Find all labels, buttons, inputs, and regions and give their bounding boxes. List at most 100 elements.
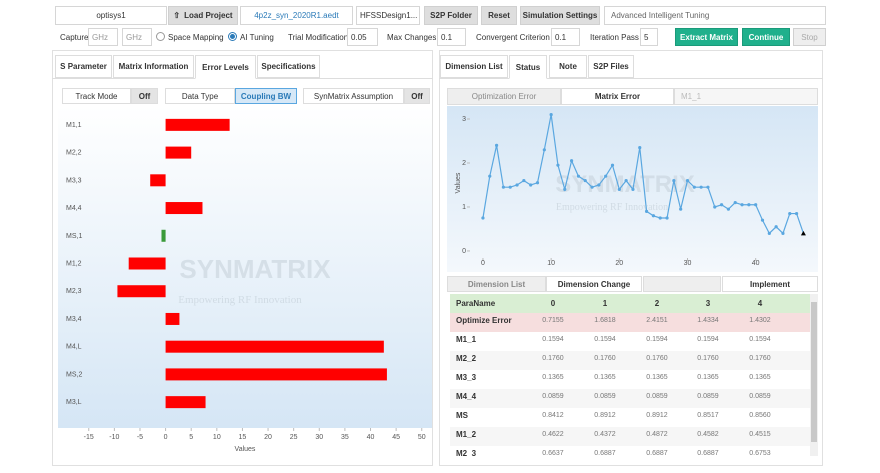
tab[interactable]: Specifications xyxy=(257,55,320,78)
mode-select[interactable]: Advanced Intelligent Tuning xyxy=(604,6,826,25)
bar xyxy=(117,285,166,298)
cell: 0.1594 xyxy=(542,336,564,343)
project-input[interactable]: optisys1 xyxy=(55,6,167,25)
series-select[interactable]: M1_1 xyxy=(674,88,818,105)
subtab-active[interactable]: Dimension Change xyxy=(546,276,642,292)
subtab[interactable]: Track Mode xyxy=(62,88,131,104)
continue-button[interactable]: Continue xyxy=(742,28,790,46)
implement-button[interactable]: Implement xyxy=(722,276,818,292)
cell: 0.6887 xyxy=(646,450,668,456)
cell: 0.0859 xyxy=(594,393,616,400)
input[interactable]: 0.1 xyxy=(437,28,466,46)
stop-button[interactable]: Stop xyxy=(793,28,826,46)
cell: 0.1365 xyxy=(594,374,616,381)
subtab-active[interactable]: Matrix Error xyxy=(561,88,674,105)
bar xyxy=(165,118,230,131)
cell: 0.1760 xyxy=(749,355,771,362)
category-label: M3,3 xyxy=(66,177,82,184)
row-label: M4_4 xyxy=(456,392,477,401)
x-tick-label: 30 xyxy=(315,434,323,441)
header-cell: ParaName xyxy=(456,299,496,308)
simulation-settings-button[interactable]: Simulation Settings xyxy=(520,6,600,25)
x-tick-label: 25 xyxy=(290,434,298,441)
design-select[interactable]: HFSSDesign1... xyxy=(356,6,420,25)
cell: 0.7155 xyxy=(542,317,564,324)
point xyxy=(638,145,642,150)
point xyxy=(610,163,615,167)
cell: 0.1594 xyxy=(749,336,771,343)
toggle[interactable]: Off xyxy=(131,88,158,104)
subtab[interactable]: SynMatrix Assumption xyxy=(303,88,404,104)
y-tick-label: 3 xyxy=(462,116,466,123)
tab-active[interactable]: Error Levels xyxy=(195,55,256,79)
scroll-thumb[interactable] xyxy=(811,302,817,442)
x-tick-label: 0 xyxy=(481,260,485,267)
subtab[interactable]: Dimension List xyxy=(447,276,546,292)
cell: 0.1365 xyxy=(646,374,668,381)
toggle[interactable]: Off xyxy=(404,88,430,104)
table: ParaName 0 1 2 3 4 Optimize Error 0.7155 1.6818 2… xyxy=(450,294,810,456)
cell: 0.4515 xyxy=(749,431,771,438)
tab[interactable]: S Parameter xyxy=(55,55,112,78)
point xyxy=(794,211,799,216)
tab-active[interactable]: Status xyxy=(509,55,547,79)
reset-button[interactable]: Reset xyxy=(481,6,517,25)
extract-button[interactable]: Extract Matrix xyxy=(675,28,738,46)
x-tick-label: 35 xyxy=(341,434,349,441)
point xyxy=(747,203,751,207)
file-name[interactable]: 4p2z_syn_2020R1.aedt xyxy=(240,6,353,25)
point xyxy=(624,178,628,183)
start-input[interactable]: GHz xyxy=(88,28,118,46)
input[interactable]: 5 xyxy=(640,28,658,46)
y-tick-label: 0 xyxy=(462,248,466,255)
cell: 0.0859 xyxy=(646,393,668,400)
x-tick-label: 45 xyxy=(392,434,400,441)
capture-label: Capture xyxy=(60,32,89,42)
point xyxy=(576,174,581,178)
category-label: M2,3 xyxy=(66,288,82,295)
input[interactable]: 0.1 xyxy=(551,28,580,46)
point xyxy=(788,211,792,216)
row-label: MS xyxy=(456,411,468,420)
category-label: MS,2 xyxy=(66,371,82,378)
subtab[interactable]: Optimization Error xyxy=(447,88,561,105)
cell: 0.1365 xyxy=(542,374,564,381)
x-tick-label: 30 xyxy=(684,260,692,267)
subtab[interactable]: Data Type xyxy=(165,88,235,104)
watermark: SYNMATRIX xyxy=(555,171,695,198)
load-project-button[interactable]: ⇧ Load Project xyxy=(168,6,238,25)
label: Iteration Pass xyxy=(590,32,639,42)
tab[interactable]: Dimension List xyxy=(440,55,508,78)
tab[interactable]: Matrix Information xyxy=(113,55,194,78)
cell: 0.6753 xyxy=(749,450,771,456)
tab[interactable]: Note xyxy=(549,55,587,78)
cell: 0.4372 xyxy=(594,431,616,438)
input[interactable]: 0.05 xyxy=(347,28,378,46)
stop-input[interactable]: GHz xyxy=(122,28,152,46)
category-label: M2,2 xyxy=(66,150,82,157)
row-label: M2_2 xyxy=(456,354,477,363)
scrollbar[interactable] xyxy=(810,294,818,456)
x-tick-label: 20 xyxy=(615,260,623,267)
cell: 0.1594 xyxy=(646,336,668,343)
radio[interactable] xyxy=(156,32,165,41)
cell: 0.1594 xyxy=(697,336,719,343)
x-tick-label: 40 xyxy=(752,260,760,267)
select[interactable] xyxy=(643,276,721,292)
table-row: M2_3 0.6637 0.6887 0.6887 0.6887 0.6753 xyxy=(450,446,810,456)
point xyxy=(494,143,499,147)
bar xyxy=(165,312,180,325)
bar xyxy=(150,174,166,187)
category-label: M4,4 xyxy=(66,205,82,212)
radio[interactable] xyxy=(228,32,237,41)
tab[interactable]: S2P Files xyxy=(588,55,634,78)
s2p-folder-button[interactable]: S2P Folder xyxy=(424,6,478,25)
point xyxy=(767,231,771,235)
category-label: M3,4 xyxy=(66,316,82,323)
point xyxy=(631,187,635,191)
point xyxy=(644,209,649,213)
category-label: M3,L xyxy=(66,399,82,406)
point xyxy=(726,207,731,211)
cell: 0.6637 xyxy=(542,450,564,456)
subtab-active[interactable]: Coupling BW xyxy=(235,88,297,104)
